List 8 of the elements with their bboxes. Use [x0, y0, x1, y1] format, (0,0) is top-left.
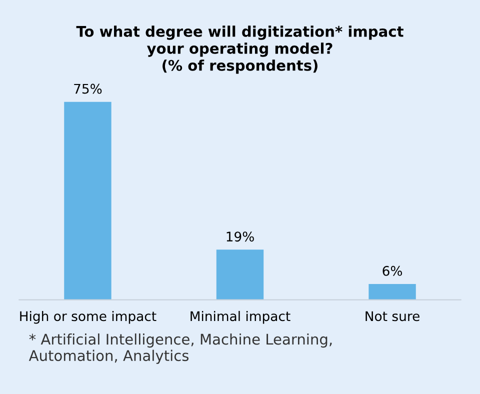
- chart-title: To what degree will digitization* impact your operating model? (% of respondents): [76, 26, 404, 74]
- x-tick-label: Not sure: [366, 311, 420, 322]
- data-label: 75%: [74, 84, 102, 94]
- x-tick-label: High or some impact: [20, 310, 156, 324]
- data-label: 6%: [382, 266, 402, 276]
- text: * Artificial Intelligence, Machine Learning, Automation, Analytics: [28, 333, 332, 364]
- data-label: 19%: [226, 232, 254, 242]
- x-tick-label: Minimal impact: [190, 310, 290, 324]
